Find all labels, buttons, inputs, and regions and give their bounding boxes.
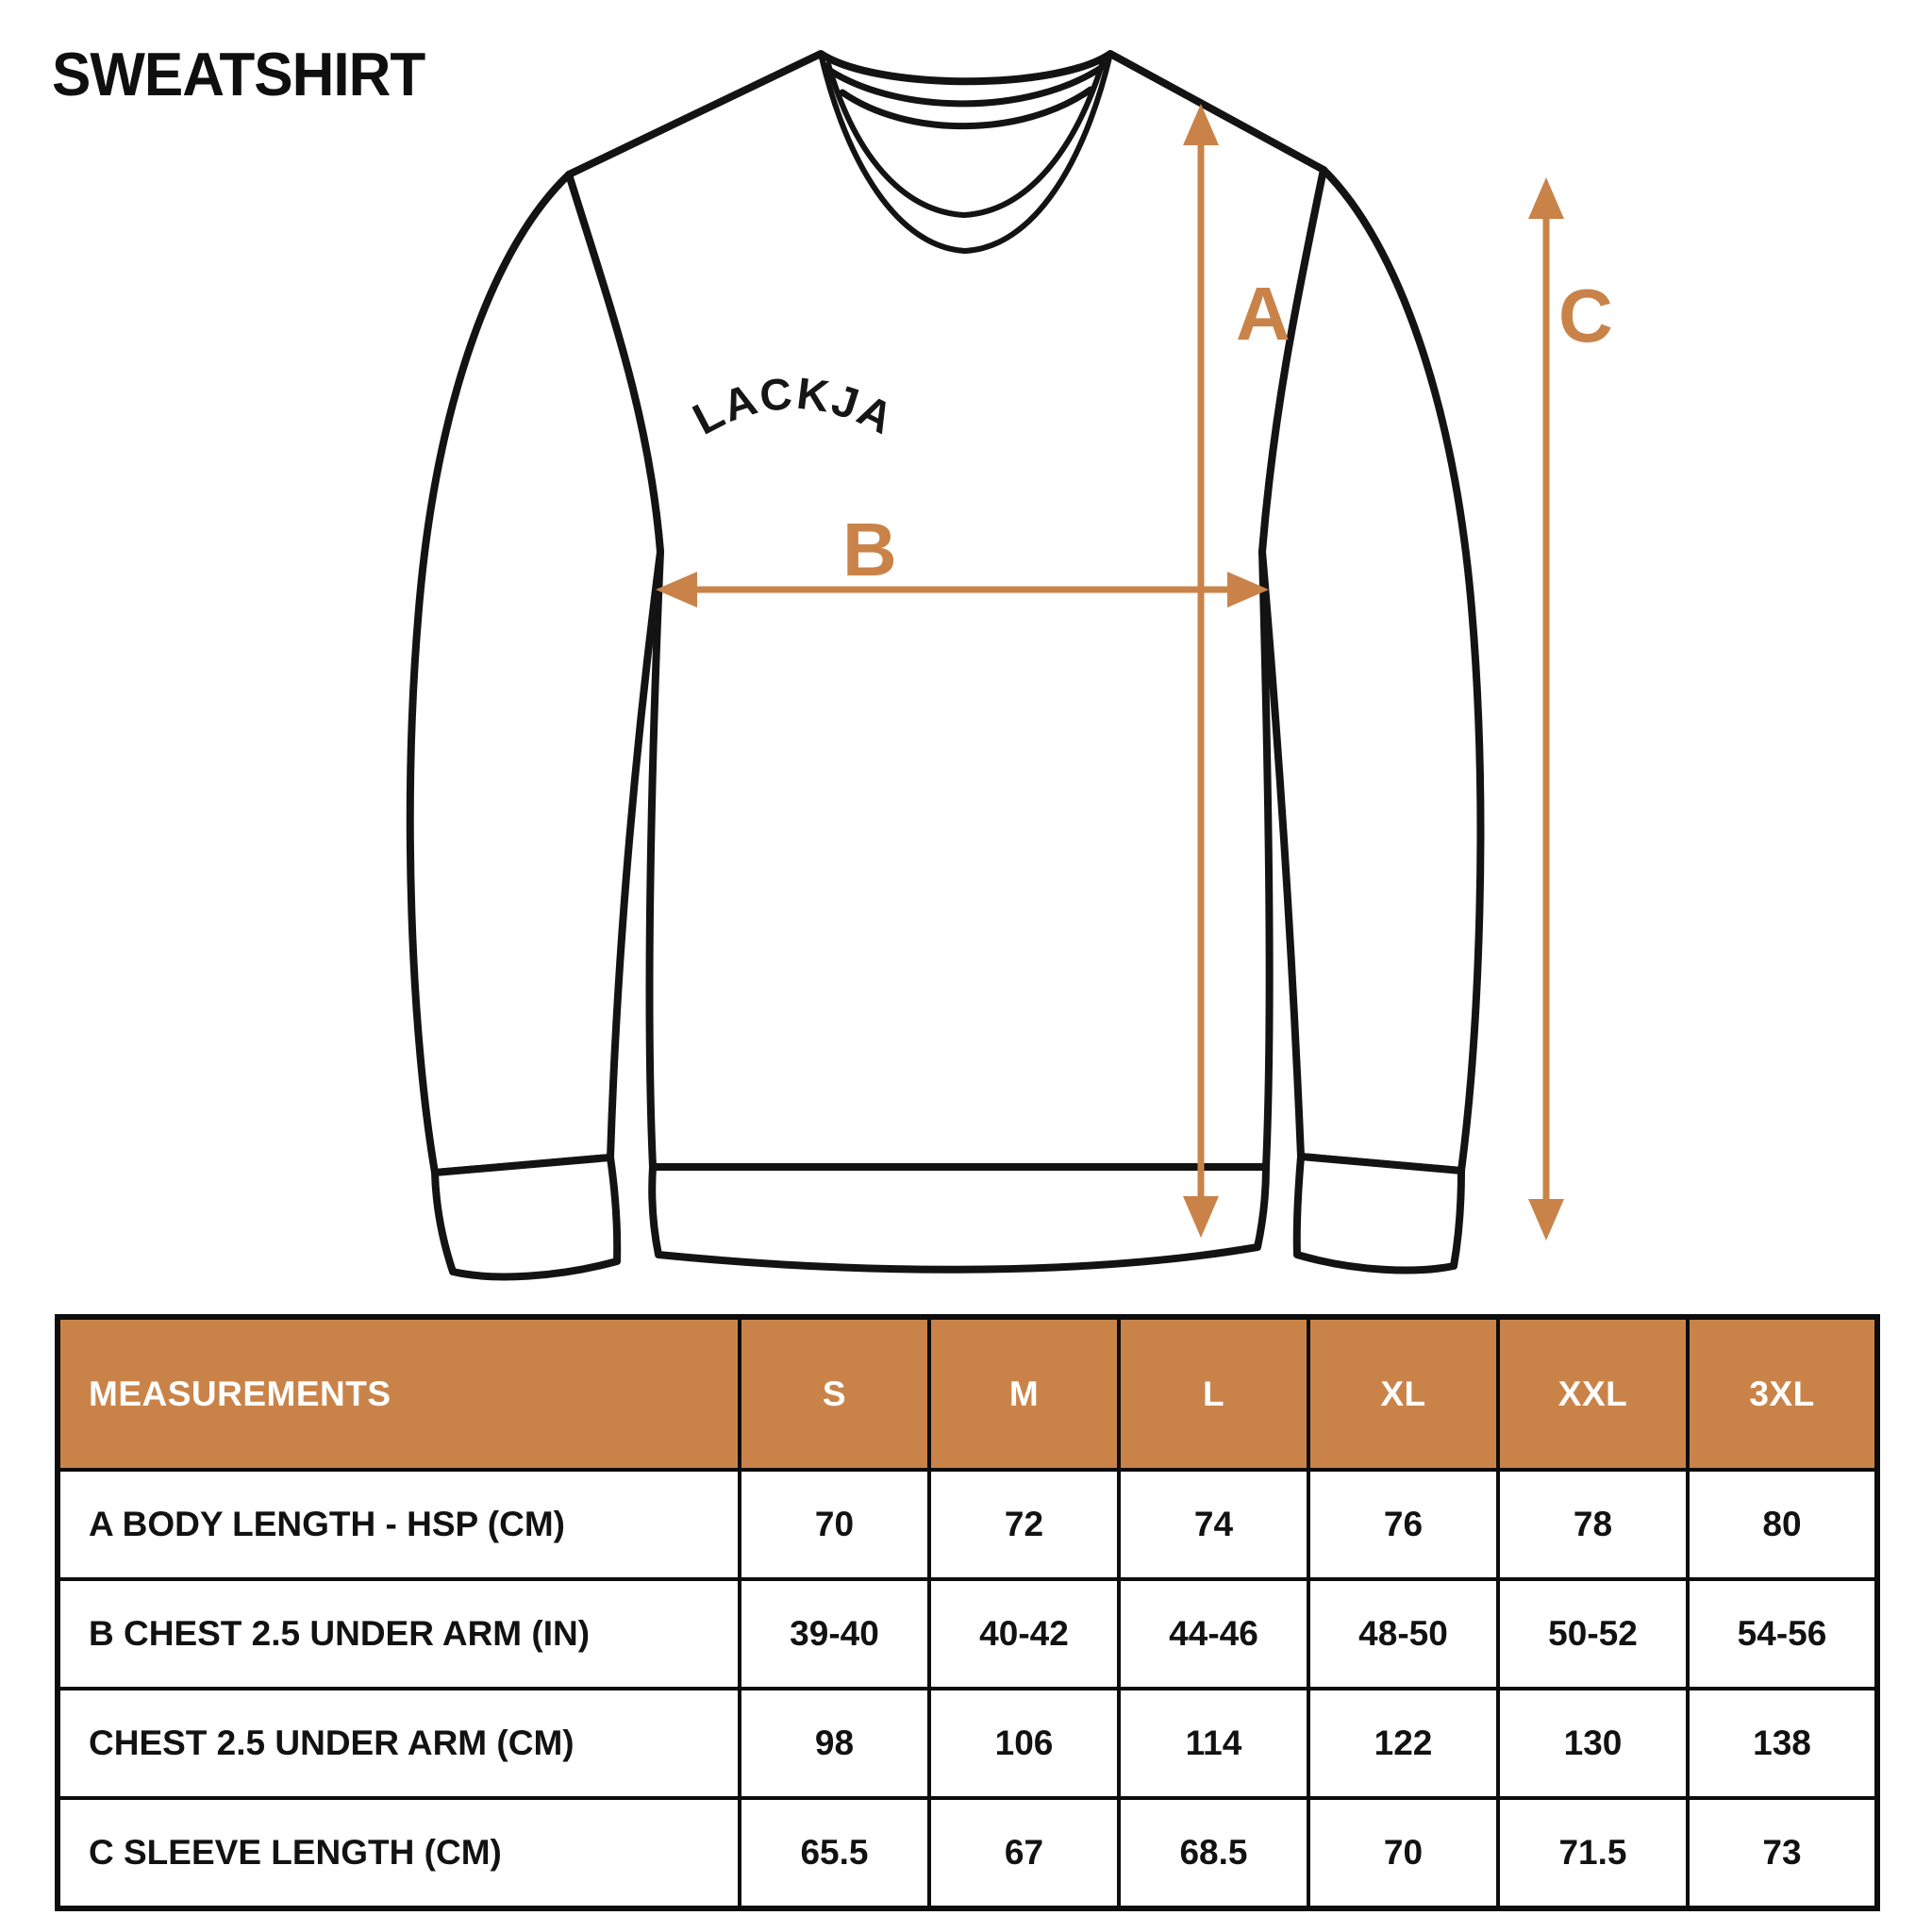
size-chart-header-row: MEASUREMENTS S M L XL XXL 3XL: [56, 1315, 1879, 1472]
column-header-size-s: S: [738, 1315, 931, 1472]
cell-value: 76: [1307, 1468, 1500, 1581]
cell-value: 65.5: [738, 1796, 931, 1910]
cell-value: 80: [1686, 1468, 1879, 1581]
back-neck-line-lower: [839, 86, 1094, 130]
dimension-arrow-a: A: [1183, 104, 1291, 1238]
cell-value: 72: [927, 1468, 1121, 1581]
cell-value: 70: [1307, 1796, 1500, 1910]
dimension-arrow-c: C: [1528, 177, 1613, 1241]
row-label: CHEST 2.5 UNDER ARM (CM): [56, 1687, 741, 1800]
cell-value: 106: [927, 1687, 1121, 1800]
cell-value: 73: [1686, 1796, 1879, 1910]
cell-value: 122: [1307, 1687, 1500, 1800]
table-row-sleeve-length: C SLEEVE LENGTH (CM) 65.5 67 68.5 70 71.…: [56, 1796, 1879, 1910]
column-header-size-3xl: 3XL: [1686, 1315, 1879, 1472]
dimension-label-a: A: [1236, 272, 1291, 356]
cell-value: 39-40: [738, 1577, 931, 1690]
sweatshirt-size-diagram: SLACKJAW A B C: [0, 0, 1613, 1281]
cell-value: 44-46: [1117, 1577, 1310, 1690]
cell-value: 70: [738, 1468, 931, 1581]
sweatshirt-right-sleeve: [1258, 166, 1485, 1174]
dimension-arrow-b: B: [656, 508, 1269, 608]
cell-value: 68.5: [1117, 1796, 1310, 1910]
column-header-size-m: M: [927, 1315, 1121, 1472]
cell-value: 74: [1117, 1468, 1310, 1581]
sweatshirt-left-cuff: [431, 1154, 622, 1281]
cell-value: 48-50: [1307, 1577, 1500, 1690]
sweatshirt-right-cuff: [1292, 1153, 1465, 1274]
table-row-chest-cm: CHEST 2.5 UNDER ARM (CM) 98 106 114 122 …: [56, 1687, 1879, 1800]
page-title: SWEATSHIRT: [52, 41, 425, 109]
collar-inner-seam: [825, 59, 1106, 219]
table-row-chest-in: B CHEST 2.5 UNDER ARM (IN) 39-40 40-42 4…: [56, 1577, 1879, 1690]
sweatshirt-torso: [565, 50, 1327, 1171]
column-header-measurements: MEASUREMENTS: [56, 1315, 741, 1472]
dimension-label-b: B: [842, 508, 897, 591]
collar-outer-seam: [818, 51, 1113, 255]
cell-value: 78: [1496, 1468, 1690, 1581]
cell-value: 98: [738, 1687, 931, 1800]
table-row-body-length: A BODY LENGTH - HSP (CM) 70 72 74 76 78 …: [56, 1468, 1879, 1581]
cell-value: 67: [927, 1796, 1121, 1910]
cell-value: 130: [1496, 1687, 1690, 1800]
cell-value: 50-52: [1496, 1577, 1690, 1690]
cell-value: 54-56: [1686, 1577, 1879, 1690]
row-label: A BODY LENGTH - HSP (CM): [56, 1468, 741, 1581]
cell-value: 71.5: [1496, 1796, 1690, 1910]
back-neck-line-upper: [826, 64, 1105, 108]
size-chart-table: MEASUREMENTS S M L XL XXL 3XL A BODY LEN…: [55, 1314, 1880, 1911]
dimension-label-c: C: [1558, 274, 1613, 358]
row-label: B CHEST 2.5 UNDER ARM (IN): [56, 1577, 741, 1690]
cell-value: 114: [1117, 1687, 1310, 1800]
column-header-size-l: L: [1117, 1315, 1310, 1472]
column-header-size-xl: XL: [1307, 1315, 1500, 1472]
cell-value: 40-42: [927, 1577, 1121, 1690]
column-header-size-xxl: XXL: [1496, 1315, 1690, 1472]
cell-value: 138: [1686, 1687, 1879, 1800]
row-label: C SLEEVE LENGTH (CM): [56, 1796, 741, 1910]
sweatshirt-hem-band: [648, 1163, 1270, 1274]
